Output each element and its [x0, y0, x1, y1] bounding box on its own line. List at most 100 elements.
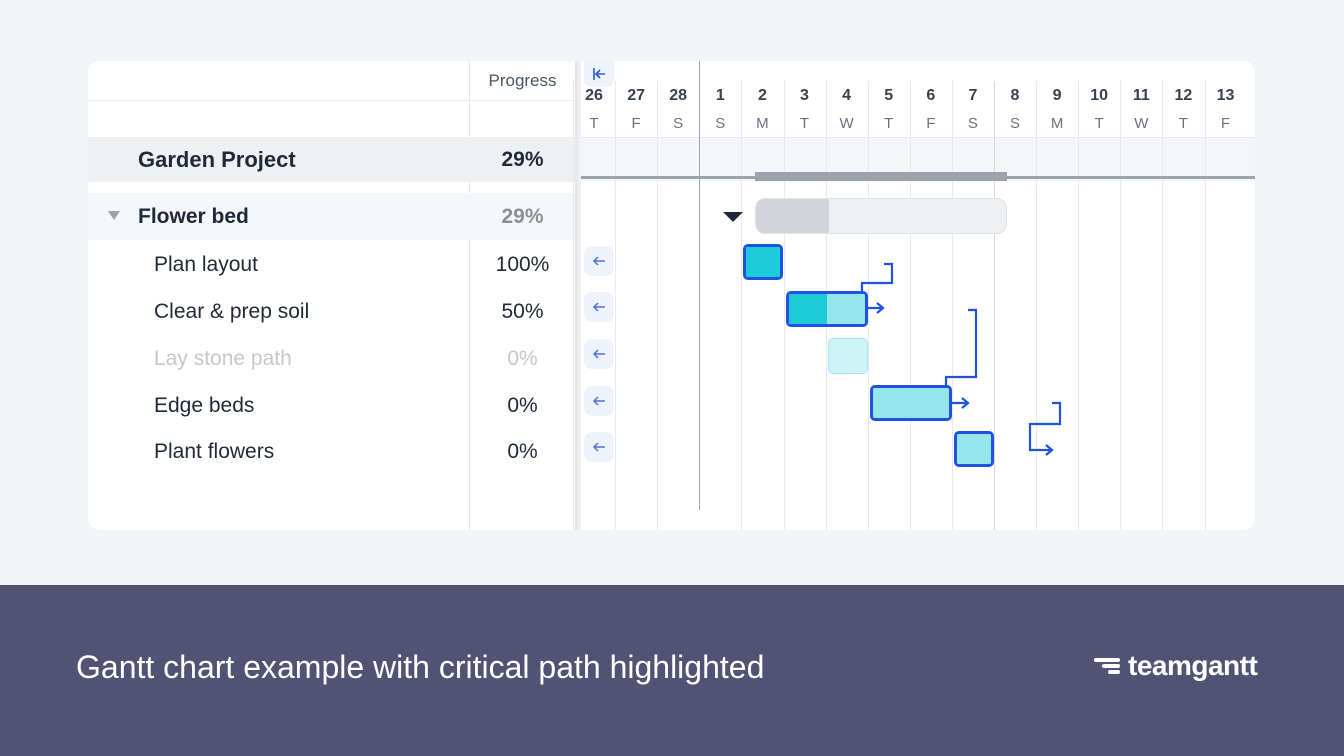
panel-resize-handle[interactable] — [575, 61, 581, 530]
task-progress: 0% — [507, 346, 538, 370]
day-letter: T — [1094, 115, 1104, 132]
grid-line — [783, 81, 785, 530]
day-letter: S — [673, 115, 684, 132]
footer-banner — [0, 585, 1344, 756]
grid-line — [1078, 81, 1080, 530]
dependency-arrow — [1028, 401, 1062, 452]
task-row-clear-prep-soil[interactable]: Clear & prep soil 50% — [88, 288, 575, 335]
day-number: 28 — [669, 87, 688, 104]
grid-line — [741, 81, 743, 530]
grid-line — [1036, 81, 1038, 530]
day-number: 10 — [1090, 87, 1109, 104]
progress-column-header[interactable]: Progress — [488, 71, 557, 90]
brand-name: teamgantt — [1128, 650, 1258, 681]
day-letter: T — [1178, 115, 1188, 132]
arrow-left-icon[interactable] — [584, 246, 614, 276]
header-divider — [88, 100, 575, 101]
task-progress: 0% — [507, 439, 538, 463]
dependency-arrow-head — [1045, 444, 1054, 456]
column-divider — [469, 61, 470, 530]
grid-line — [699, 61, 701, 510]
task-bar[interactable] — [869, 385, 952, 421]
grid-line — [951, 81, 953, 530]
task-bar-progress — [746, 247, 781, 277]
grid-line — [573, 81, 574, 530]
task-bar-progress — [788, 294, 827, 324]
dependency-arrow-head — [961, 397, 970, 409]
day-letter: S — [1009, 115, 1020, 132]
day-number: 2 — [757, 87, 767, 104]
group-caret-icon[interactable] — [723, 212, 743, 222]
day-letter: M — [756, 115, 769, 132]
task-row-lay-stone-path[interactable]: Lay stone path 0% — [88, 335, 575, 382]
grid-line — [657, 81, 659, 530]
grid-line — [615, 81, 617, 530]
group-row[interactable]: Flower bed 29% — [88, 193, 575, 240]
task-name: Edge beds — [154, 393, 255, 417]
day-number: 7 — [968, 87, 978, 104]
gantt-card: Progress Garden Project 29% Flower bed 2… — [88, 61, 1255, 530]
teamgantt-logo-icon — [1094, 654, 1124, 678]
collapse-caret-icon[interactable] — [108, 211, 120, 220]
day-letter: M — [1050, 115, 1064, 132]
day-letter: W — [839, 115, 854, 132]
task-bar[interactable] — [743, 244, 784, 280]
day-number: 11 — [1132, 87, 1150, 104]
caption: Gantt chart example with critical path h… — [76, 649, 765, 685]
dependency-arrows — [860, 262, 1062, 456]
task-bar-remaining — [956, 434, 991, 464]
task-row-edge-beds[interactable]: Edge beds 0% — [88, 382, 575, 429]
arrow-left-icon[interactable] — [584, 292, 614, 322]
collapse-left-icon[interactable] — [584, 61, 614, 87]
day-number: 13 — [1216, 87, 1235, 104]
timeline: 26 T 27 F 28 S 1 S 2 M 3 T 4 W 5 T 6 F 7 S 8 S 9 M 10 T 11 W 12 T 13 F — [573, 61, 1255, 530]
grid-line — [909, 81, 911, 530]
grid-line — [994, 81, 995, 530]
day-number: 26 — [585, 87, 603, 104]
timeline-header-divider — [581, 137, 1255, 138]
group-bar-progress — [756, 199, 829, 233]
task-name: Lay stone path — [154, 346, 292, 370]
task-name: Clear & prep soil — [154, 299, 310, 323]
day-number: 3 — [800, 87, 809, 104]
grid-line — [1162, 81, 1164, 530]
task-bar[interactable] — [953, 431, 994, 467]
dependency-arrow-head — [876, 302, 885, 314]
project-name: Garden Project — [138, 146, 296, 172]
task-progress: 50% — [501, 299, 544, 323]
day-number: 6 — [926, 87, 936, 104]
day-letter: F — [631, 115, 641, 132]
task-bar-remaining — [872, 388, 949, 418]
arrow-left-icon[interactable] — [584, 432, 614, 462]
group-progress: 29% — [501, 204, 544, 228]
day-number: 12 — [1174, 87, 1193, 104]
day-letter: W — [1134, 115, 1149, 132]
day-number: 5 — [884, 87, 894, 104]
task-progress: 0% — [507, 393, 538, 417]
day-number: 8 — [1010, 87, 1020, 104]
day-number: 1 — [715, 87, 725, 104]
brand-logo: teamgantt — [1094, 650, 1258, 682]
day-letter: F — [1220, 115, 1231, 132]
group-name: Flower bed — [138, 204, 249, 228]
task-row-plant-flowers[interactable]: Plant flowers 0% — [88, 428, 575, 475]
arrow-left-icon[interactable] — [584, 386, 614, 416]
grid-line — [1120, 81, 1122, 530]
project-row[interactable]: Garden Project 29% — [88, 137, 575, 182]
group-bar[interactable] — [755, 198, 1007, 234]
arrow-left-icon[interactable] — [584, 339, 614, 369]
day-letter: S — [967, 115, 978, 132]
project-bar[interactable] — [755, 172, 1007, 181]
task-row-plan-layout[interactable]: Plan layout 100% — [88, 241, 575, 288]
day-letter: T — [884, 115, 894, 132]
day-letter: S — [715, 115, 726, 132]
task-bar[interactable] — [785, 291, 868, 327]
grid-line — [867, 81, 869, 530]
grid-line — [1204, 81, 1206, 530]
task-name: Plant flowers — [154, 439, 275, 463]
day-number: 4 — [842, 87, 852, 104]
day-letter: T — [589, 115, 599, 132]
day-letter: T — [799, 115, 810, 132]
task-progress: 100% — [495, 252, 550, 276]
task-bar[interactable] — [827, 338, 868, 374]
